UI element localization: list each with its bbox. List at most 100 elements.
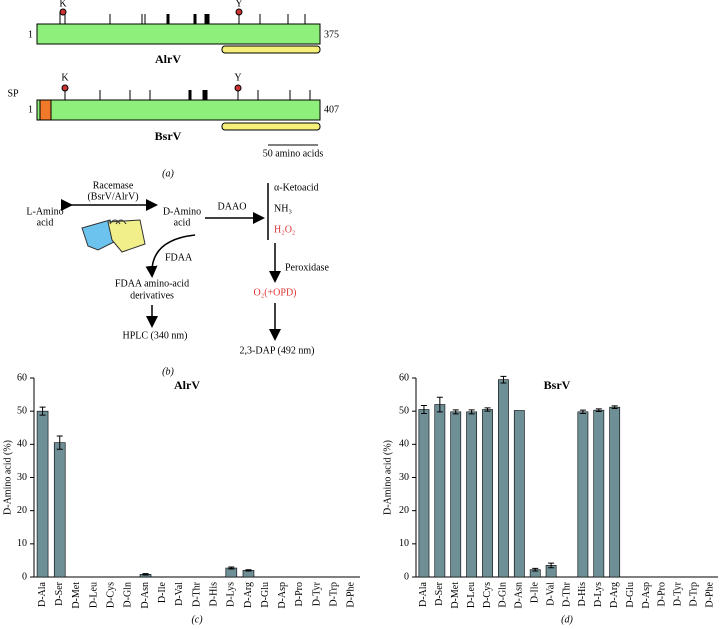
x-tick-label: D-Asn xyxy=(514,582,525,609)
x-tick-label: D-Glu xyxy=(260,582,271,608)
x-tick-label: D-Asp xyxy=(277,582,288,609)
x-tick-label: D-Arg xyxy=(609,582,620,608)
bar xyxy=(513,410,525,578)
x-tick-label: D-Lys xyxy=(593,582,604,607)
signal-peptide xyxy=(39,99,52,121)
bar xyxy=(450,411,462,578)
y-tick-label: 0 xyxy=(22,571,27,582)
bar xyxy=(36,410,49,578)
protein-name: AlrV xyxy=(155,52,181,66)
scheme-label: acid xyxy=(174,217,191,228)
alrv-diagram xyxy=(36,8,321,54)
error-bar xyxy=(579,409,586,414)
x-tick-label: D-Phe xyxy=(346,581,357,607)
scheme-label: NH₃ xyxy=(274,203,292,214)
x-tick-label: D-Ser xyxy=(54,581,65,606)
error-bar xyxy=(39,406,46,416)
x-tick-label: D-Val xyxy=(174,582,185,606)
residue-label: Y xyxy=(234,72,241,83)
scheme-label: Peroxidase xyxy=(285,262,329,273)
x-tick-label: D-Trp xyxy=(329,582,340,607)
x-tick-label: D-Cys xyxy=(106,582,117,608)
x-tick-label: D-Met xyxy=(450,582,461,609)
x-tick-label: D-His xyxy=(577,582,588,607)
x-tick-label: D-His xyxy=(208,582,219,607)
end-label: 375 xyxy=(324,29,339,40)
y-axis-label: D-Amino acid (%) xyxy=(2,440,13,515)
scheme-label: (BsrV/AlrV) xyxy=(87,191,138,202)
x-tick-label: D-Tyr xyxy=(311,581,322,606)
x-tick-label: D-Lys xyxy=(226,582,237,607)
enzyme-icon xyxy=(81,219,146,253)
scheme-label: D-Amino xyxy=(163,206,201,217)
bar xyxy=(434,404,446,578)
y-tick-label: 20 xyxy=(399,505,409,516)
error-bar xyxy=(484,407,491,412)
alrv-region xyxy=(221,45,321,54)
x-tick-label: D-Phe xyxy=(704,581,715,607)
scheme-label: Racemase xyxy=(93,180,134,191)
bsrv-domain xyxy=(36,99,321,121)
error-bar xyxy=(548,562,555,569)
y-tick-label: 20 xyxy=(17,505,27,516)
y-tick-label: 50 xyxy=(17,405,27,416)
x-tick-label: D-Ser xyxy=(434,581,445,606)
chart-title: BsrV xyxy=(544,378,571,392)
scheme-arrows xyxy=(61,183,281,341)
bar xyxy=(593,409,605,578)
x-tick-label: D-Met xyxy=(71,582,82,609)
scheme-label: 2,3-DAP (492 nm) xyxy=(240,345,315,356)
error-bar xyxy=(56,435,63,450)
start-label: 1 xyxy=(28,29,33,40)
start-label: 1 xyxy=(28,104,33,115)
residue-label: K xyxy=(61,72,69,83)
x-tick-label: D-Tyr xyxy=(673,581,684,606)
chart-title: AlrV xyxy=(174,378,200,392)
x-tick-label: D-Pro xyxy=(657,582,668,606)
scheme-label: DAAO xyxy=(218,201,247,212)
error-bar xyxy=(611,405,618,410)
y-tick-label: 60 xyxy=(17,372,27,383)
bar xyxy=(53,442,66,578)
bar xyxy=(609,406,621,578)
x-tick-label: D-Leu xyxy=(88,582,99,608)
bar xyxy=(498,379,509,578)
scheme-label: α-Ketoacid xyxy=(274,182,319,193)
residue-label: K xyxy=(59,0,67,9)
scheme-label: acid xyxy=(37,217,54,228)
x-tick-label: D-Gln xyxy=(498,582,509,608)
bar xyxy=(482,409,493,578)
y-tick-label: 0 xyxy=(404,571,409,582)
x-tick-label: D-Leu xyxy=(466,582,477,608)
x-tick-label: D-Ile xyxy=(157,581,168,603)
end-label: 407 xyxy=(324,104,339,115)
x-tick-label: D-Ile xyxy=(530,581,541,603)
scheme-label: FDAA amino-acid xyxy=(115,278,189,289)
x-tick-label: D-Cys xyxy=(482,582,493,608)
x-tick-label: D-Thr xyxy=(191,581,202,607)
bsrv-region xyxy=(221,122,321,131)
error-bar xyxy=(436,396,443,413)
scheme-label: H₂O₂ xyxy=(274,224,295,235)
y-tick-label: 50 xyxy=(399,405,409,416)
x-axis-label: (c) xyxy=(191,614,203,625)
x-tick-label: D-Ala xyxy=(37,581,48,607)
bar xyxy=(466,411,478,578)
x-tick-label: D-Thr xyxy=(561,581,572,607)
x-tick-label: D-Pro xyxy=(294,582,305,606)
scheme-label: HPLC (340 nm) xyxy=(123,330,188,341)
y-tick-label: 30 xyxy=(399,472,409,483)
error-bar xyxy=(452,409,459,415)
y-tick-label: 60 xyxy=(399,372,409,383)
scheme-label: derivatives xyxy=(130,290,174,301)
x-tick-label: D-Ala xyxy=(418,581,429,607)
x-tick-label: D-Asp xyxy=(641,582,652,609)
y-tick-label: 30 xyxy=(17,472,27,483)
x-tick-label: D-Glu xyxy=(625,582,636,608)
y-tick-label: 40 xyxy=(17,439,27,450)
x-tick-label: D-Val xyxy=(545,582,556,606)
caption: (a) xyxy=(162,168,174,179)
x-tick-label: D-Asn xyxy=(140,582,151,609)
error-bar xyxy=(228,566,235,570)
error-bar xyxy=(532,567,539,572)
